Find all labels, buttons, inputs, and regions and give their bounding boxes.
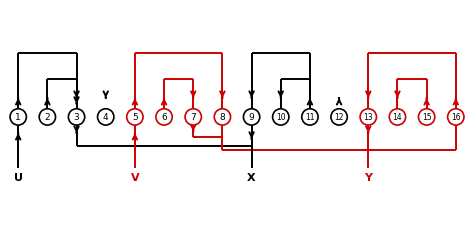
Text: 1: 1 [15,113,21,122]
Circle shape [68,109,85,125]
Circle shape [389,109,406,125]
Text: 7: 7 [191,113,196,122]
Text: 15: 15 [422,113,431,122]
Text: 12: 12 [334,113,344,122]
Text: V: V [130,172,139,182]
Circle shape [302,109,318,125]
Circle shape [214,109,230,125]
Circle shape [156,109,172,125]
Text: 6: 6 [161,113,167,122]
Text: 8: 8 [219,113,225,122]
Circle shape [360,109,376,125]
Text: 4: 4 [103,113,109,122]
Text: Y: Y [365,172,372,182]
Text: 9: 9 [249,113,255,122]
Text: 16: 16 [451,113,461,122]
Text: 3: 3 [73,113,80,122]
Text: 14: 14 [392,113,402,122]
Circle shape [273,109,289,125]
Circle shape [10,109,27,125]
Circle shape [98,109,114,125]
Text: X: X [247,172,256,182]
Text: U: U [14,172,23,182]
Text: 11: 11 [305,113,315,122]
Circle shape [331,109,347,125]
Text: 10: 10 [276,113,285,122]
Circle shape [39,109,55,125]
Circle shape [127,109,143,125]
Circle shape [419,109,435,125]
Circle shape [244,109,260,125]
Circle shape [447,109,464,125]
Text: 5: 5 [132,113,138,122]
Text: 2: 2 [45,113,50,122]
Text: 13: 13 [364,113,373,122]
Circle shape [185,109,201,125]
